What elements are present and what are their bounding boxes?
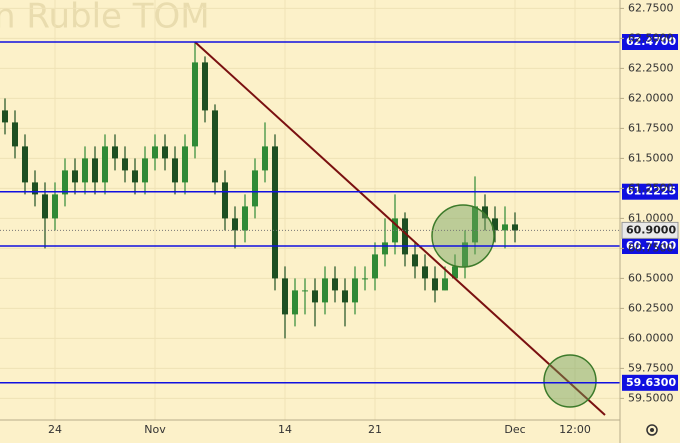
- candle-body: [272, 146, 278, 279]
- candle-body: [372, 254, 378, 279]
- y-tick-label: 60.0000: [628, 331, 674, 344]
- candle-body: [352, 278, 358, 303]
- level-label-box: [622, 183, 678, 200]
- candle-body: [2, 110, 8, 123]
- candle-body: [502, 224, 508, 231]
- candle-body: [492, 218, 498, 231]
- trend-line: [194, 41, 606, 416]
- candle-body: [282, 278, 288, 315]
- candle-body: [232, 218, 238, 231]
- candle-body: [62, 170, 68, 195]
- candle-body: [412, 254, 418, 267]
- last-price-box: [621, 221, 679, 239]
- y-tick-label: 62.2500: [628, 61, 674, 74]
- y-tick-label: 61.7500: [628, 121, 674, 134]
- candle-body: [192, 62, 198, 147]
- candle-body: [322, 278, 328, 303]
- candle-body: [92, 158, 98, 183]
- candle-body: [182, 146, 188, 183]
- level-label: 61.2225: [626, 185, 676, 198]
- candle-body: [332, 278, 338, 291]
- candle-body: [302, 290, 308, 292]
- y-tick-label: 62.5000: [628, 31, 674, 44]
- level-label: 62.4700: [626, 35, 676, 48]
- highlight-circle: [431, 204, 495, 268]
- candle-body: [152, 146, 158, 159]
- candle-body: [172, 158, 178, 183]
- candle-body: [142, 158, 148, 183]
- candle-body: [422, 266, 428, 279]
- watermark-title: n Ruble TOM: [0, 0, 210, 37]
- candle-body: [362, 278, 368, 280]
- level-label-box: [622, 34, 678, 50]
- candle-body: [342, 290, 348, 303]
- candle-body: [12, 122, 18, 147]
- y-tick-label: 59.5000: [628, 391, 674, 404]
- candle-body: [382, 242, 388, 255]
- candle-body: [432, 278, 438, 291]
- candle-body: [212, 110, 218, 183]
- candle-body: [392, 218, 398, 243]
- x-tick-label: 21: [368, 423, 382, 436]
- candle-body: [202, 62, 208, 111]
- candle-body: [32, 182, 38, 195]
- candle-body: [462, 242, 468, 267]
- candle-body: [112, 146, 118, 159]
- candle-body: [102, 146, 108, 183]
- y-tick-label: 61.2500: [628, 181, 674, 194]
- candle-body: [262, 146, 268, 171]
- y-tick-label: 60.2500: [628, 301, 674, 314]
- candle-body: [122, 158, 128, 171]
- y-tick-label: 59.7500: [628, 361, 674, 374]
- level-label: 59.6300: [626, 376, 676, 389]
- y-tick-label: 61.0000: [628, 211, 674, 224]
- y-tick-label: 60.5000: [628, 271, 674, 284]
- candle-body: [512, 224, 518, 231]
- level-label-box: [622, 374, 678, 391]
- x-tick-label: 14: [278, 423, 292, 436]
- candle-body: [42, 194, 48, 219]
- candle-body: [162, 146, 168, 159]
- candle-body: [72, 170, 78, 183]
- candle-body: [402, 218, 408, 255]
- candle-body: [452, 266, 458, 279]
- settings-icon[interactable]: [646, 424, 658, 436]
- y-tick-label: 62.7500: [628, 1, 674, 14]
- candle-body: [222, 182, 228, 219]
- last-price-label: 60.9000: [626, 223, 676, 236]
- candle-body: [22, 146, 28, 183]
- x-tick-label: Dec: [504, 423, 525, 436]
- candle-body: [252, 170, 258, 207]
- level-label-box: [622, 238, 678, 254]
- candle-body: [132, 170, 138, 183]
- x-tick-label: 12:00: [559, 423, 591, 436]
- y-tick-label: 61.5000: [628, 151, 674, 164]
- candle-body: [482, 206, 488, 219]
- candle-body: [292, 290, 298, 315]
- x-tick-label: Nov: [144, 423, 166, 436]
- x-tick-label: 24: [48, 423, 62, 436]
- candle-body: [442, 278, 448, 291]
- candle-body: [52, 194, 58, 219]
- highlight-circle: [543, 354, 597, 408]
- candle-body: [82, 158, 88, 183]
- candle-body: [312, 290, 318, 303]
- level-label: 60.7700: [626, 239, 676, 252]
- candle-body: [472, 206, 478, 243]
- y-tick-label: 62.0000: [628, 91, 674, 104]
- candle-body: [242, 206, 248, 231]
- y-tick-label: 60.7500: [628, 241, 674, 254]
